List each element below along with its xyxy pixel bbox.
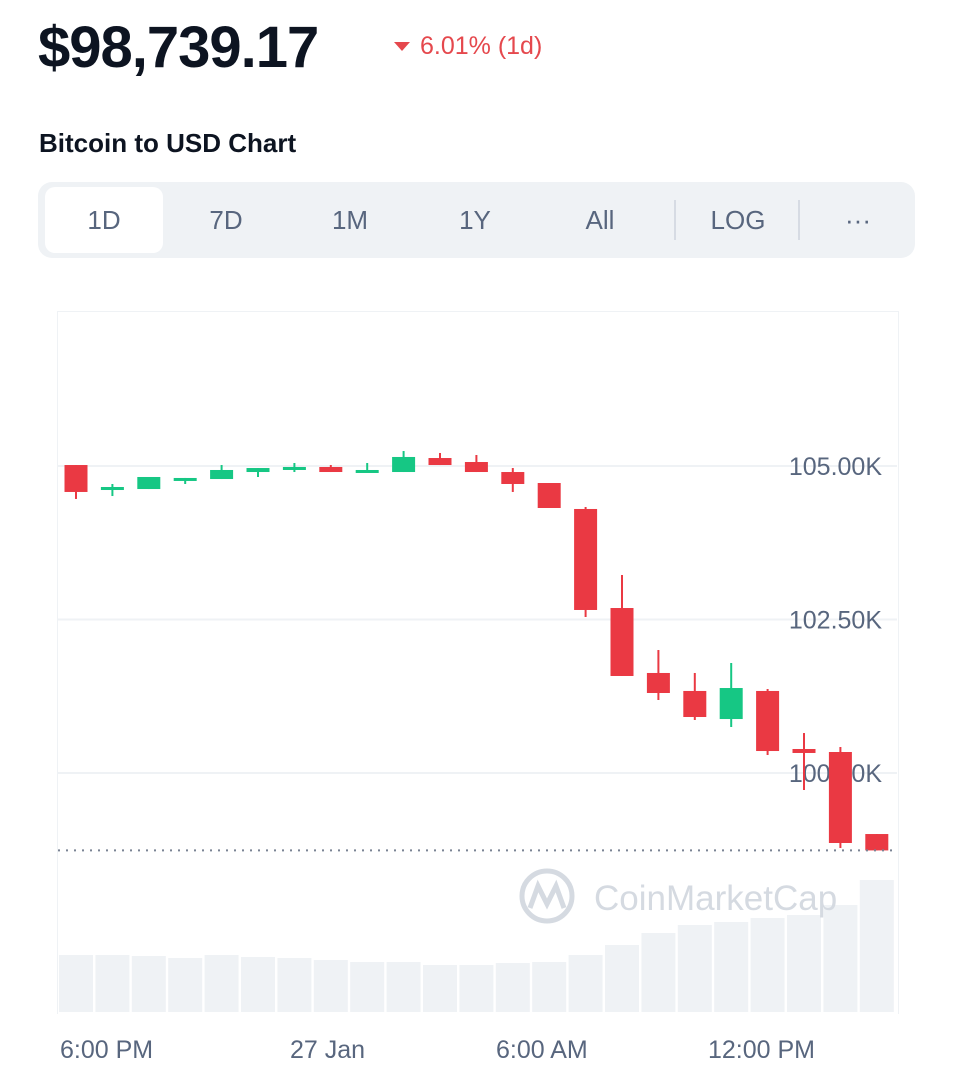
volume-bar [459, 965, 494, 1012]
chart-frame [57, 311, 899, 1014]
candle [828, 747, 852, 849]
volume-bar [750, 918, 785, 1012]
caret-down-icon [394, 42, 410, 51]
candle-body [355, 469, 379, 473]
candle [173, 477, 197, 484]
volume-bar [313, 960, 348, 1012]
volume-bar [823, 905, 858, 1012]
x-tick-label: 6:00 PM [60, 1036, 154, 1064]
tab-7d[interactable]: 7D [209, 204, 243, 235]
volume-bar [641, 933, 676, 1012]
volume-bar [859, 880, 894, 1012]
tab-divider [674, 200, 676, 240]
candle [392, 451, 416, 473]
candle [319, 465, 343, 473]
candle [246, 468, 270, 477]
volume-bar [277, 958, 312, 1012]
volume-bar [495, 963, 530, 1012]
volume-bar [59, 955, 93, 1012]
candle-body [282, 466, 306, 470]
candle-body [610, 608, 634, 676]
candle [100, 483, 124, 497]
candle-body [137, 476, 161, 490]
candle [282, 462, 306, 473]
volume-bar [605, 945, 639, 1012]
volume-bar [204, 955, 239, 1012]
volume-bar [95, 955, 130, 1012]
watermark-text: CoinMarketCap [594, 879, 837, 918]
tab-log[interactable]: LOG [710, 204, 766, 235]
candle [428, 452, 452, 466]
candle [501, 468, 525, 492]
candle [355, 462, 379, 473]
coinmarketcap-watermark: CoinMarketCap [519, 868, 837, 924]
candle [683, 672, 707, 721]
candle-body [246, 468, 270, 473]
candle [137, 476, 161, 490]
candle-body [501, 472, 525, 484]
tab-1d[interactable]: 1D [45, 187, 163, 253]
y-tick-label: 105.00K [789, 453, 882, 481]
candle [792, 733, 816, 791]
candle-body [428, 458, 452, 466]
candle-body [683, 690, 707, 718]
volume-bar [423, 965, 457, 1012]
candle-body [574, 508, 598, 610]
volume-bar [131, 956, 166, 1012]
candle-body [537, 483, 561, 508]
candle [646, 650, 670, 700]
volume-bar [714, 922, 749, 1012]
candle-body [792, 748, 816, 753]
tab-divider [798, 200, 800, 240]
candle [865, 834, 889, 851]
coinmarketcap-logo-icon [519, 868, 575, 924]
candle [756, 689, 780, 756]
volume-bar [386, 962, 421, 1012]
price-change: 6.01% (1d) [394, 32, 542, 61]
candle [464, 455, 488, 473]
candle-body [100, 486, 124, 491]
y-tick-label: 102.50K [789, 607, 882, 635]
volume-bar [677, 925, 712, 1012]
current-price: $98,739.17 [38, 15, 319, 80]
volume-bar [350, 962, 385, 1012]
candle-body [865, 834, 889, 851]
more-options-button[interactable]: ··· [845, 204, 871, 235]
candle-body [210, 469, 234, 480]
candle-body [173, 477, 197, 481]
candle-body [464, 462, 488, 473]
candle [64, 465, 88, 499]
volume-bar [241, 957, 275, 1012]
coinmarketcap-logo-m [527, 879, 567, 910]
price-change-value: 6.01% (1d) [420, 32, 543, 60]
candle-body [646, 672, 670, 693]
candle-body [719, 688, 743, 720]
candle [210, 465, 234, 480]
tab-1y[interactable]: 1Y [459, 204, 491, 235]
candle-body [828, 752, 852, 843]
candle-body [64, 465, 88, 492]
candle [537, 483, 561, 508]
chart-title: Bitcoin to USD Chart [39, 128, 297, 158]
volume-bar [532, 962, 567, 1012]
candle [719, 662, 743, 728]
x-tick-label: 27 Jan [290, 1036, 366, 1064]
candle-body [319, 466, 343, 473]
tab-1m[interactable]: 1M [331, 204, 369, 235]
timeframe-tabs: 1D 7D 1M 1Y All LOG ··· [38, 182, 915, 258]
volume-bar [787, 915, 821, 1012]
x-tick-label: 6:00 AM [496, 1036, 588, 1064]
x-tick-label: 12:00 PM [708, 1036, 816, 1064]
candle [574, 507, 598, 617]
candle [610, 574, 634, 676]
candle-body [756, 690, 780, 752]
tab-all[interactable]: All [585, 204, 615, 235]
volume-bar [168, 958, 203, 1012]
candle-body [392, 456, 416, 473]
volume-bar [568, 955, 603, 1012]
